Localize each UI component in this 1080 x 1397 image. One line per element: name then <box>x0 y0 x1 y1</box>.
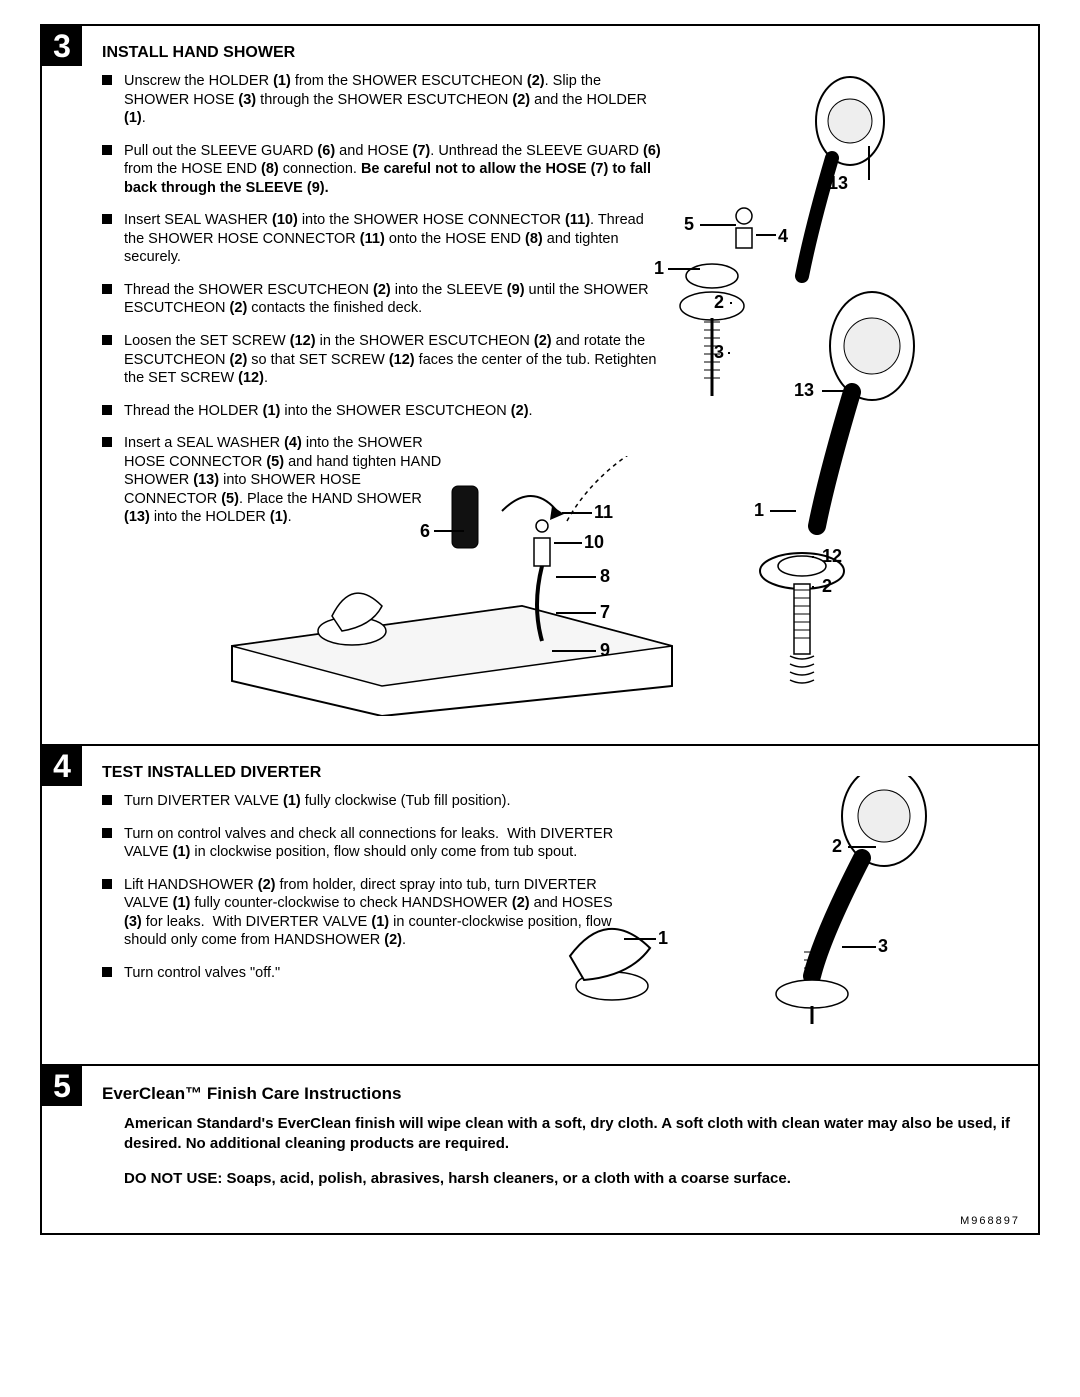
step-5-everclean: 5 EverClean™ Finish Care Instructions Am… <box>42 1066 1038 1233</box>
step-5-paragraph-1: American Standard's EverClean finish wil… <box>124 1114 1018 1155</box>
callout-9: 9 <box>600 640 610 661</box>
callout-1-lower: 1 <box>754 500 764 521</box>
step-4-diagram <box>512 776 952 1026</box>
step-3-bullet: Thread the SHOWER ESCUTCHEON (2) into th… <box>102 281 662 318</box>
callout-2-upper: 2 <box>714 292 724 313</box>
callout-8: 8 <box>600 566 610 587</box>
callout-11: 11 <box>594 502 613 523</box>
step-4-number-badge: 4 <box>42 746 82 786</box>
step-3-bullet: Pull out the SLEEVE GUARD (6) and HOSE (… <box>102 142 662 198</box>
callout-1-upper: 1 <box>654 258 664 279</box>
step-5-title: EverClean™ Finish Care Instructions <box>102 1084 1018 1104</box>
step-3-title: INSTALL HAND SHOWER <box>102 44 1018 62</box>
step-3-bullet: Unscrew the HOLDER (1) from the SHOWER E… <box>102 72 662 128</box>
step-3-bullet: Thread the HOLDER (1) into the SHOWER ES… <box>102 402 662 421</box>
callout-5: 5 <box>684 214 694 235</box>
step-3-install-hand-shower: 3 INSTALL HAND SHOWER Unscrew the HOLDER… <box>42 26 1038 746</box>
step-3-bullet: Loosen the SET SCREW (12) in the SHOWER … <box>102 332 662 388</box>
step-3-diagram <box>222 456 682 716</box>
callout-2-step4: 2 <box>832 836 842 857</box>
callout-1-step4: 1 <box>658 928 668 949</box>
callout-2-lower: 2 <box>822 576 832 597</box>
callout-10: 10 <box>584 532 604 553</box>
deck-assembly-illustration <box>222 456 682 716</box>
callout-7: 7 <box>600 602 610 623</box>
step-3-bullet: Insert SEAL WASHER (10) into the SHOWER … <box>102 211 662 267</box>
callout-13-upper: 13 <box>828 173 848 194</box>
step-5-paragraph-2: DO NOT USE: Soaps, acid, polish, abrasiv… <box>124 1169 1018 1189</box>
callout-3: 3 <box>714 342 724 363</box>
callout-3-step4: 3 <box>878 936 888 957</box>
document-number: M968897 <box>960 1215 1020 1227</box>
callout-13-lower: 13 <box>794 380 814 401</box>
step-3-number-badge: 3 <box>42 26 82 66</box>
callout-12: 12 <box>822 546 842 567</box>
callout-6: 6 <box>420 521 430 542</box>
diverter-test-illustration <box>512 776 952 1026</box>
callout-4: 4 <box>778 226 788 247</box>
step-4-test-diverter: 4 TEST INSTALLED DIVERTER Turn DIVERTER … <box>42 746 1038 1066</box>
step-5-number-badge: 5 <box>42 1066 82 1106</box>
